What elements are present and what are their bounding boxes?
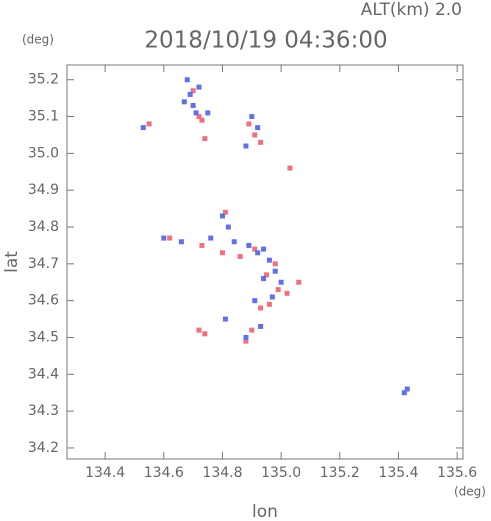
y-tick-label: 34.7 [28, 256, 59, 272]
point [199, 242, 205, 248]
point [243, 334, 249, 340]
y-unit: (deg) [22, 33, 54, 47]
point [249, 114, 255, 120]
x-tick-label: 135.6 [437, 465, 477, 481]
point [222, 209, 228, 215]
point [284, 290, 290, 296]
point [219, 250, 225, 256]
point [252, 132, 258, 138]
x-tick-label: 134.6 [144, 465, 184, 481]
point [243, 143, 249, 149]
y-tick-label: 34.4 [28, 366, 59, 382]
y-tick-label: 35.1 [28, 109, 59, 125]
x-tick-label: 135.0 [261, 465, 301, 481]
y-tick-label: 34.5 [28, 329, 59, 345]
point [225, 224, 231, 230]
point [272, 268, 278, 274]
point [237, 253, 243, 259]
point [272, 261, 278, 267]
point [266, 257, 272, 263]
point [178, 239, 184, 245]
point [205, 110, 211, 116]
altitude-label: ALT(km) 2.0 [361, 0, 462, 20]
point [222, 316, 228, 322]
point [269, 294, 275, 300]
point [246, 242, 252, 248]
point [167, 235, 173, 241]
point [140, 125, 146, 131]
y-axis-label: lat [2, 251, 22, 273]
x-tick-label: 135.2 [320, 465, 360, 481]
x-axis-label: lon [252, 502, 278, 521]
point [243, 338, 249, 344]
point [261, 276, 267, 282]
point [193, 110, 199, 116]
chart-title: 2018/10/19 04:36:00 [144, 28, 387, 54]
point [255, 125, 261, 131]
x-tick-label: 135.4 [378, 465, 418, 481]
y-tick-label: 34.8 [28, 219, 59, 235]
y-tick-label: 34.2 [28, 440, 59, 456]
point [258, 139, 264, 145]
point [255, 250, 261, 256]
point [231, 239, 237, 245]
point [296, 279, 302, 285]
point [202, 136, 208, 142]
point [219, 213, 225, 219]
y-tick-label: 34.6 [28, 293, 59, 309]
x-tick-label: 134.8 [202, 465, 242, 481]
point [196, 114, 202, 120]
y-tick-label: 34.3 [28, 403, 59, 419]
point [246, 121, 252, 127]
point [258, 323, 264, 329]
point [196, 327, 202, 333]
point [252, 298, 258, 304]
x-unit: (deg) [454, 485, 486, 499]
point [202, 331, 208, 337]
x-tick-label: 134.4 [85, 465, 125, 481]
point [196, 84, 202, 90]
point [401, 390, 407, 396]
point [258, 305, 264, 311]
point [287, 165, 293, 171]
point [249, 327, 255, 333]
plot-frame [66, 64, 464, 460]
point [261, 246, 267, 252]
point [181, 99, 187, 105]
point [208, 235, 214, 241]
point [190, 103, 196, 109]
y-tick-label: 34.9 [28, 182, 59, 198]
y-tick-label: 35.2 [28, 72, 59, 88]
point [252, 246, 258, 252]
point [187, 91, 193, 97]
point [146, 121, 152, 127]
point [266, 301, 272, 307]
point [190, 88, 196, 94]
y-tick-label: 35.0 [28, 145, 59, 161]
point [184, 77, 190, 83]
point [161, 235, 167, 241]
point [275, 287, 281, 293]
point [278, 279, 284, 285]
point [263, 272, 269, 278]
point [199, 117, 205, 123]
point [404, 386, 410, 392]
